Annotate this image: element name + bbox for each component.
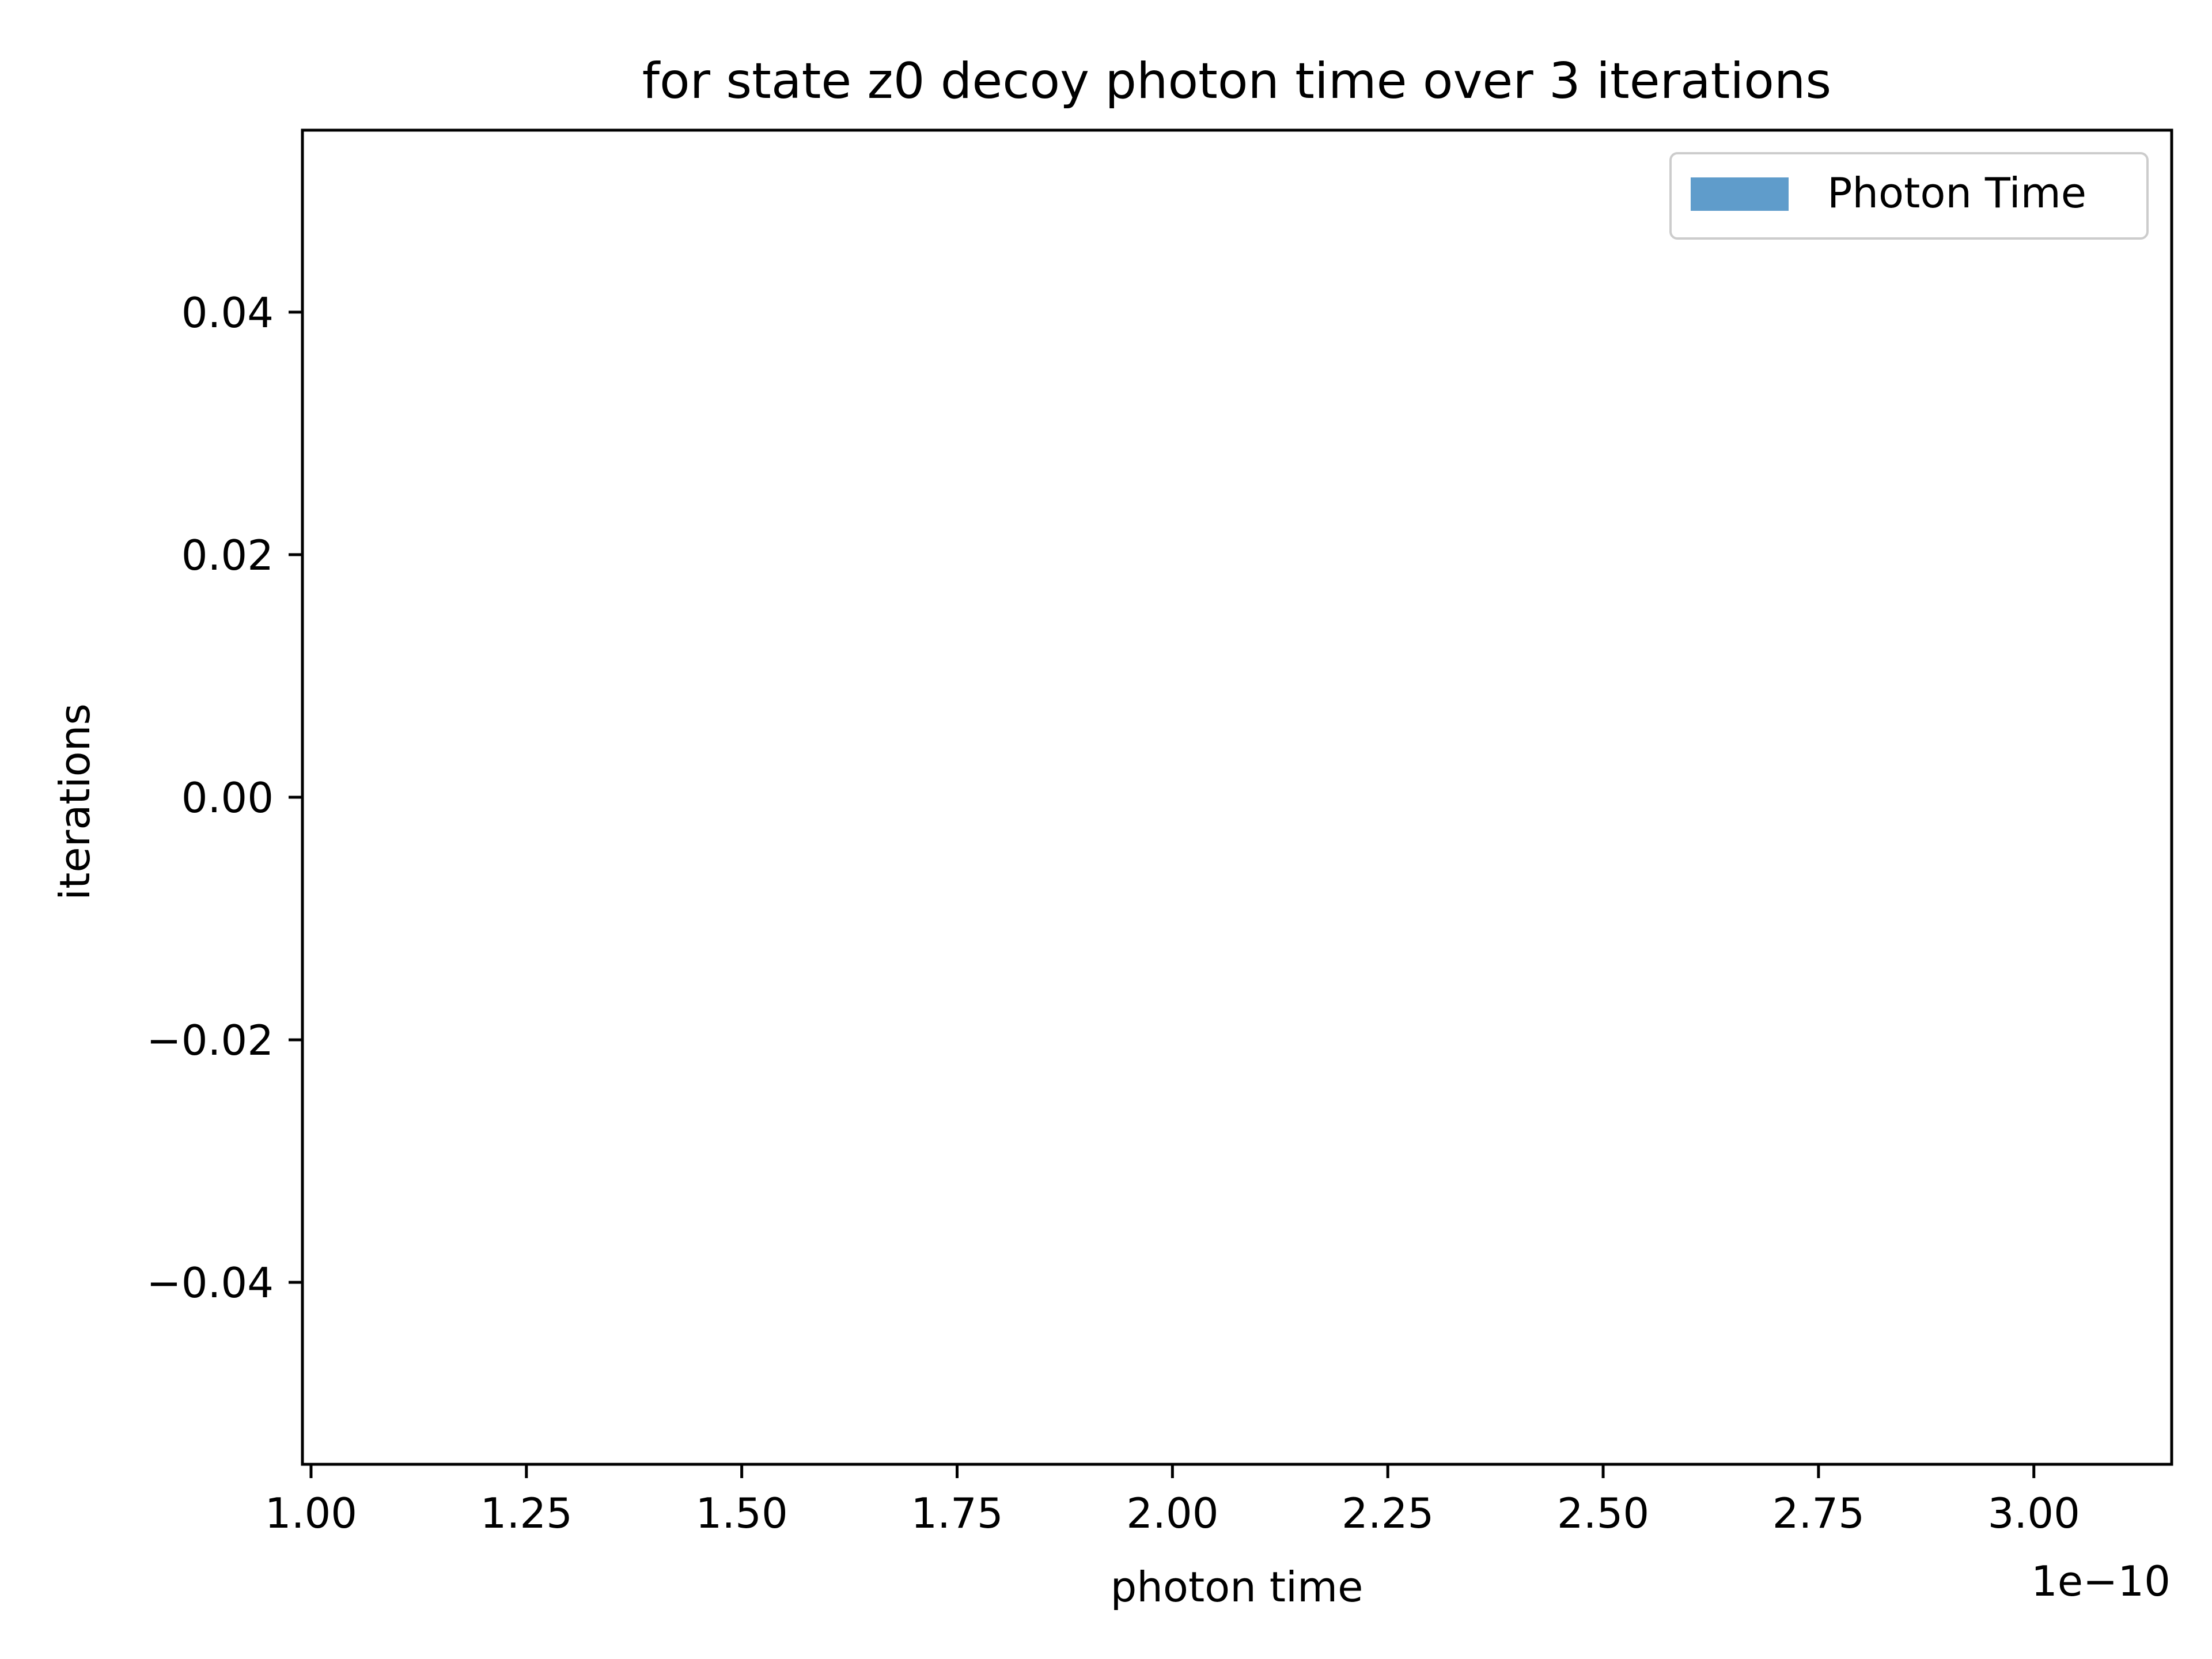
x-tick-label: 1.50 xyxy=(695,1489,787,1537)
x-axis-label: photon time xyxy=(1111,1563,1363,1611)
plot-area xyxy=(301,128,2173,1466)
x-axis-offset-label: 1e−10 xyxy=(2031,1557,2171,1605)
legend: Photon Time xyxy=(1669,152,2149,240)
x-tick-label: 2.00 xyxy=(1126,1489,1218,1537)
x-tick-label: 2.50 xyxy=(1557,1489,1649,1537)
legend-swatch xyxy=(1691,177,1789,211)
legend-label: Photon Time xyxy=(1827,169,2086,217)
x-tick-label: 1.25 xyxy=(480,1489,573,1537)
x-axis-ticks: 1.00 1.25 1.50 1.75 2.00 2.25 2.50 2.75 3.00 xyxy=(265,1464,2080,1537)
y-axis-label: iterations xyxy=(51,703,99,900)
y-tick-label: −0.02 xyxy=(146,1016,274,1065)
x-tick-label: 3.00 xyxy=(1988,1489,2080,1537)
x-tick-label: 1.75 xyxy=(911,1489,1003,1537)
y-tick-label: 0.02 xyxy=(181,531,274,579)
x-tick-label: 2.75 xyxy=(1772,1489,1865,1537)
y-axis-ticks: 0.04 0.02 0.00 −0.02 −0.04 xyxy=(146,289,302,1307)
chart-title: for state z0 decoy photon time over 3 it… xyxy=(642,52,1831,110)
x-tick-label: 1.00 xyxy=(265,1489,357,1537)
y-tick-label: −0.04 xyxy=(146,1259,274,1307)
x-tick-label: 2.25 xyxy=(1342,1489,1434,1537)
y-tick-label: 0.00 xyxy=(181,774,274,822)
legend-box xyxy=(1669,152,2149,240)
y-tick-label: 0.04 xyxy=(181,289,274,337)
